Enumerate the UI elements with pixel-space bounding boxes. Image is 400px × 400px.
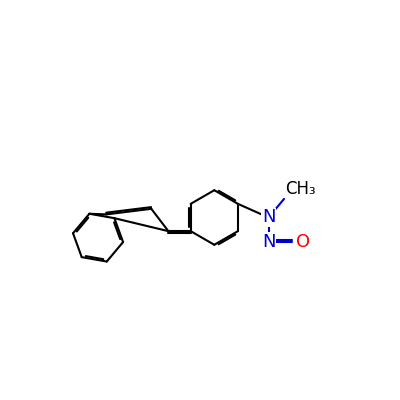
- Text: O: O: [296, 233, 310, 251]
- Text: CH₃: CH₃: [285, 180, 316, 198]
- Text: N: N: [262, 208, 275, 226]
- Text: N: N: [262, 233, 275, 251]
